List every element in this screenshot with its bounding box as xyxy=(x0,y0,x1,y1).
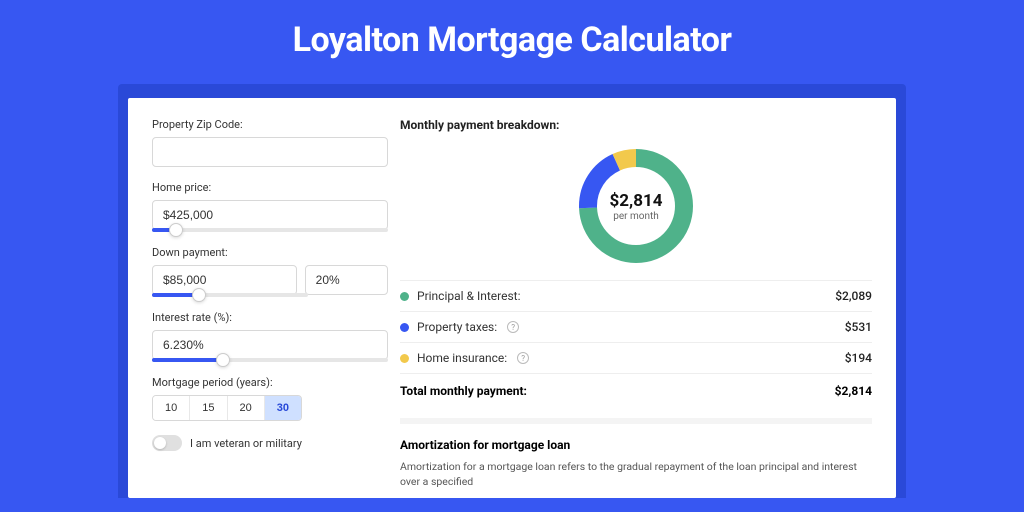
legend-row: Home insurance:? $194 xyxy=(400,342,872,373)
donut-chart-wrap: $2,814 per month xyxy=(400,142,872,280)
home-price-slider[interactable] xyxy=(152,228,388,232)
legend-value: $531 xyxy=(845,320,872,334)
legend-dot xyxy=(400,292,409,301)
home-price-label: Home price: xyxy=(152,181,388,194)
down-payment-amount-input[interactable] xyxy=(152,265,297,295)
veteran-toggle[interactable] xyxy=(152,435,182,451)
home-price-input[interactable] xyxy=(152,200,388,230)
breakdown-title: Monthly payment breakdown: xyxy=(400,118,872,132)
donut-chart: $2,814 per month xyxy=(576,146,696,266)
total-row: Total monthly payment: $2,814 xyxy=(400,373,872,408)
period-options: 10152030 xyxy=(152,395,302,421)
breakdown-panel: Monthly payment breakdown: $2,814 per mo… xyxy=(400,98,896,498)
calculator-card: Property Zip Code: Home price: Down paym… xyxy=(128,98,896,498)
down-payment-label: Down payment: xyxy=(152,246,388,259)
veteran-toggle-knob xyxy=(154,437,166,449)
total-label: Total monthly payment: xyxy=(400,384,527,398)
period-option-15[interactable]: 15 xyxy=(190,396,227,420)
legend-label: Principal & Interest: xyxy=(417,289,521,303)
legend-dot xyxy=(400,323,409,332)
legend-label: Property taxes: xyxy=(417,320,497,334)
inputs-panel: Property Zip Code: Home price: Down paym… xyxy=(128,98,400,498)
page-title: Loyalton Mortgage Calculator xyxy=(0,0,1024,84)
amortization-section: Amortization for mortgage loan Amortizat… xyxy=(400,418,872,489)
down-payment-percent-input[interactable] xyxy=(305,265,388,295)
veteran-label: I am veteran or military xyxy=(190,437,302,450)
zip-label: Property Zip Code: xyxy=(152,118,388,131)
veteran-row: I am veteran or military xyxy=(152,435,388,451)
period-field: Mortgage period (years): 10152030 xyxy=(152,376,388,421)
interest-rate-input[interactable] xyxy=(152,330,388,360)
donut-center: $2,814 per month xyxy=(576,146,696,266)
home-price-field: Home price: xyxy=(152,181,388,232)
period-option-20[interactable]: 20 xyxy=(228,396,265,420)
amortization-text: Amortization for a mortgage loan refers … xyxy=(400,460,872,489)
legend-list: Principal & Interest: $2,089 Property taxe… xyxy=(400,280,872,373)
period-label: Mortgage period (years): xyxy=(152,376,388,389)
total-value: $2,814 xyxy=(835,384,872,398)
amortization-title: Amortization for mortgage loan xyxy=(400,438,872,452)
zip-field: Property Zip Code: xyxy=(152,118,388,167)
interest-rate-label: Interest rate (%): xyxy=(152,311,388,324)
legend-row: Principal & Interest: $2,089 xyxy=(400,280,872,311)
legend-row: Property taxes:? $531 xyxy=(400,311,872,342)
down-payment-slider[interactable] xyxy=(152,293,308,297)
period-option-30[interactable]: 30 xyxy=(265,396,301,420)
interest-rate-field: Interest rate (%): xyxy=(152,311,388,362)
legend-label: Home insurance: xyxy=(417,351,507,365)
donut-value: $2,814 xyxy=(610,191,663,211)
accent-band: Property Zip Code: Home price: Down paym… xyxy=(118,84,906,498)
down-payment-field: Down payment: xyxy=(152,246,388,297)
interest-rate-slider-fill xyxy=(152,358,223,362)
help-icon[interactable]: ? xyxy=(517,352,529,364)
down-payment-slider-thumb[interactable] xyxy=(192,288,206,302)
donut-sub: per month xyxy=(613,211,659,222)
legend-value: $2,089 xyxy=(835,289,872,303)
legend-value: $194 xyxy=(845,351,872,365)
zip-input[interactable] xyxy=(152,137,388,167)
interest-rate-slider[interactable] xyxy=(152,358,388,362)
home-price-slider-thumb[interactable] xyxy=(169,223,183,237)
legend-dot xyxy=(400,354,409,363)
help-icon[interactable]: ? xyxy=(507,321,519,333)
interest-rate-slider-thumb[interactable] xyxy=(216,353,230,367)
period-option-10[interactable]: 10 xyxy=(153,396,190,420)
